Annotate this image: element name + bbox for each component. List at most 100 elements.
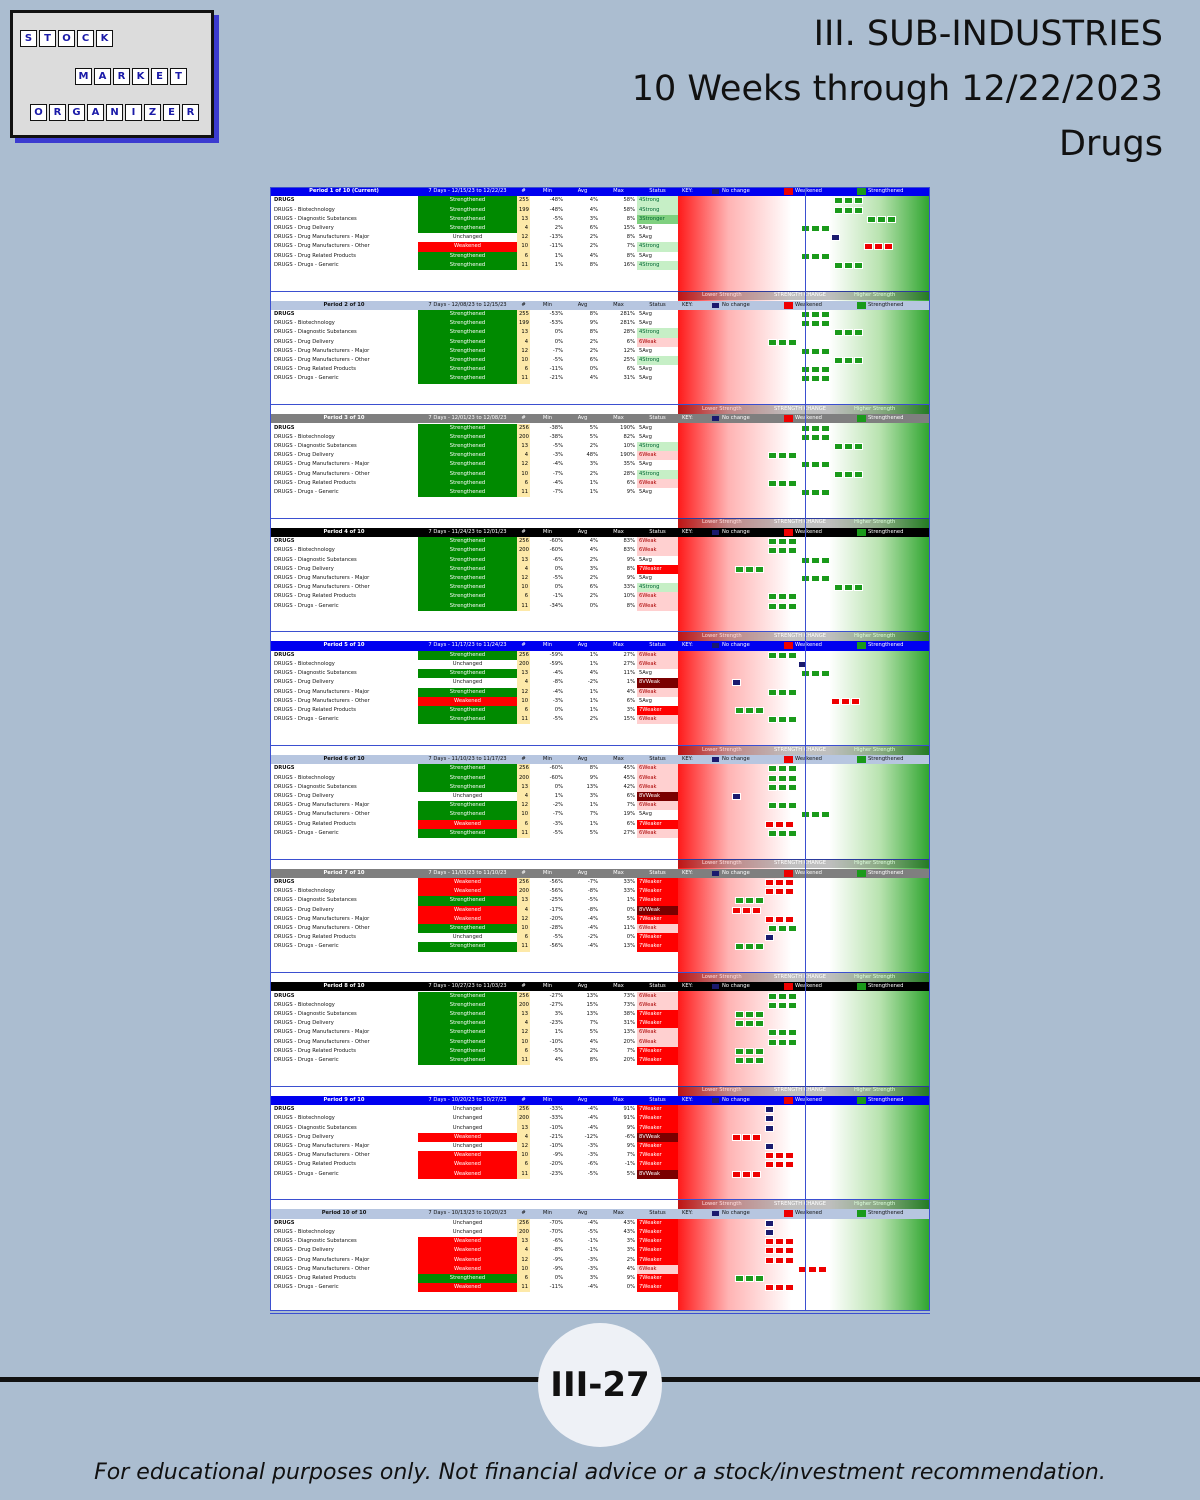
- change-arrow: [844, 329, 853, 337]
- count: 11: [517, 374, 530, 384]
- strength-band: [678, 972, 930, 982]
- change-arrow: [778, 802, 787, 810]
- change: Weakened: [418, 878, 517, 888]
- avg: 1%: [589, 688, 598, 695]
- avg: 4%: [589, 538, 598, 545]
- key-no-change: No change: [722, 415, 750, 422]
- avg: 5%: [589, 424, 598, 431]
- count: 199: [517, 319, 530, 329]
- change-arrow: [844, 197, 853, 205]
- change-arrow: [821, 670, 830, 678]
- change-arrow: [742, 1170, 751, 1178]
- key-no-change: No change: [722, 1096, 750, 1103]
- key-strengthened: Strengthened: [868, 301, 904, 308]
- max: 27%: [623, 661, 635, 667]
- status: 6Weak: [637, 764, 678, 774]
- status: 6Weak: [637, 546, 678, 556]
- status: 5Avg: [637, 224, 678, 234]
- max: 9%: [626, 556, 635, 563]
- change: Unchanged: [418, 233, 517, 243]
- logo-letter: K: [96, 30, 113, 47]
- higher-strength: Higher Strength: [854, 1087, 896, 1094]
- change-arrow: [778, 992, 787, 1000]
- change-arrow: [755, 1020, 764, 1028]
- change-arrow: [732, 1170, 741, 1178]
- change-arrow: [745, 1020, 754, 1028]
- status: 5Avg: [637, 365, 678, 375]
- sub-industry: DRUGS - Drug Delivery: [274, 225, 334, 231]
- sub-industry: DRUGS - Diagnostic Substances: [274, 329, 357, 336]
- status: 6Weak: [637, 537, 678, 547]
- count: 4: [517, 1019, 530, 1029]
- status: 6Weak: [637, 828, 678, 838]
- status: 5Avg: [637, 810, 678, 820]
- column-header: #: [521, 642, 526, 649]
- column-header: Status: [649, 188, 666, 194]
- avg: -4%: [587, 915, 598, 922]
- change-arrow: [745, 707, 754, 714]
- period-title: Period 9 of 10: [323, 1096, 365, 1103]
- change: Strengthened: [418, 555, 517, 565]
- min: 0%: [554, 329, 563, 336]
- min: -5%: [552, 215, 563, 222]
- change-arrow: [821, 811, 830, 819]
- key-label: KEY:: [682, 528, 693, 535]
- change-arrow: [785, 1284, 794, 1292]
- period-header-bar: [270, 982, 930, 992]
- max: 43%: [623, 1219, 635, 1226]
- avg: 2%: [589, 234, 598, 241]
- change-arrow: [745, 943, 754, 951]
- status: 6Weak: [637, 592, 678, 602]
- min: -5%: [552, 443, 563, 449]
- key-swatch: [784, 188, 793, 195]
- min: 0%: [554, 338, 563, 345]
- logo-letter: T: [39, 30, 56, 47]
- sub-industry: DRUGS - Biotechnology: [274, 661, 335, 667]
- title-line: 10 Weeks through 12/22/2023: [631, 69, 1163, 109]
- max: 9%: [626, 1275, 635, 1281]
- key-swatch: [784, 301, 793, 309]
- status: 5Avg: [637, 423, 678, 433]
- change-arrow: [844, 584, 853, 592]
- change-arrow: [788, 829, 797, 837]
- max: 28%: [623, 329, 635, 336]
- key-swatch: [784, 1210, 793, 1218]
- max: 13%: [623, 1029, 635, 1036]
- block-border: [270, 517, 930, 519]
- max: 91%: [623, 1106, 635, 1113]
- min: -9%: [552, 1152, 563, 1159]
- min: -53%: [549, 320, 563, 327]
- sub-industry: DRUGS - Drug Manufacturers - Major: [274, 688, 370, 695]
- change-arrow: [768, 765, 777, 773]
- avg: 4%: [589, 1038, 598, 1045]
- status: 7Weaker: [637, 1228, 678, 1238]
- change-arrow: [811, 311, 820, 318]
- sub-industry: DRUGS - Diagnostic Substances: [274, 556, 357, 563]
- count: 13: [517, 1123, 530, 1133]
- logo-letter: A: [87, 104, 104, 121]
- lower-strength: Lower Strength: [702, 973, 742, 980]
- period-range: 7 Days - 12/15/23 to 12/22/23: [428, 188, 507, 194]
- change: Strengthened: [418, 1046, 517, 1056]
- max: 58%: [623, 206, 635, 213]
- change-arrow: [785, 1256, 794, 1264]
- status: 7Weaker: [637, 1151, 678, 1161]
- change-arrow: [785, 879, 794, 886]
- change-arrow: [778, 1038, 787, 1046]
- count: 256: [517, 878, 530, 888]
- key-swatch: [857, 1096, 866, 1104]
- period-title: Period 10 of 10: [321, 1210, 367, 1217]
- key-swatch: [712, 870, 719, 876]
- min: -20%: [549, 1161, 563, 1168]
- change-arrow: [788, 338, 797, 346]
- max: 3%: [626, 707, 635, 713]
- avg: -6%: [587, 1161, 598, 1168]
- logo-letter: K: [132, 68, 149, 85]
- avg: 7%: [589, 811, 598, 818]
- change-arrow: [768, 774, 777, 782]
- change-arrow: [735, 897, 744, 905]
- strength-band: [678, 404, 930, 414]
- status: 6Weak: [637, 337, 678, 347]
- status: 6Weak: [637, 1028, 678, 1038]
- change-arrow: [778, 783, 787, 791]
